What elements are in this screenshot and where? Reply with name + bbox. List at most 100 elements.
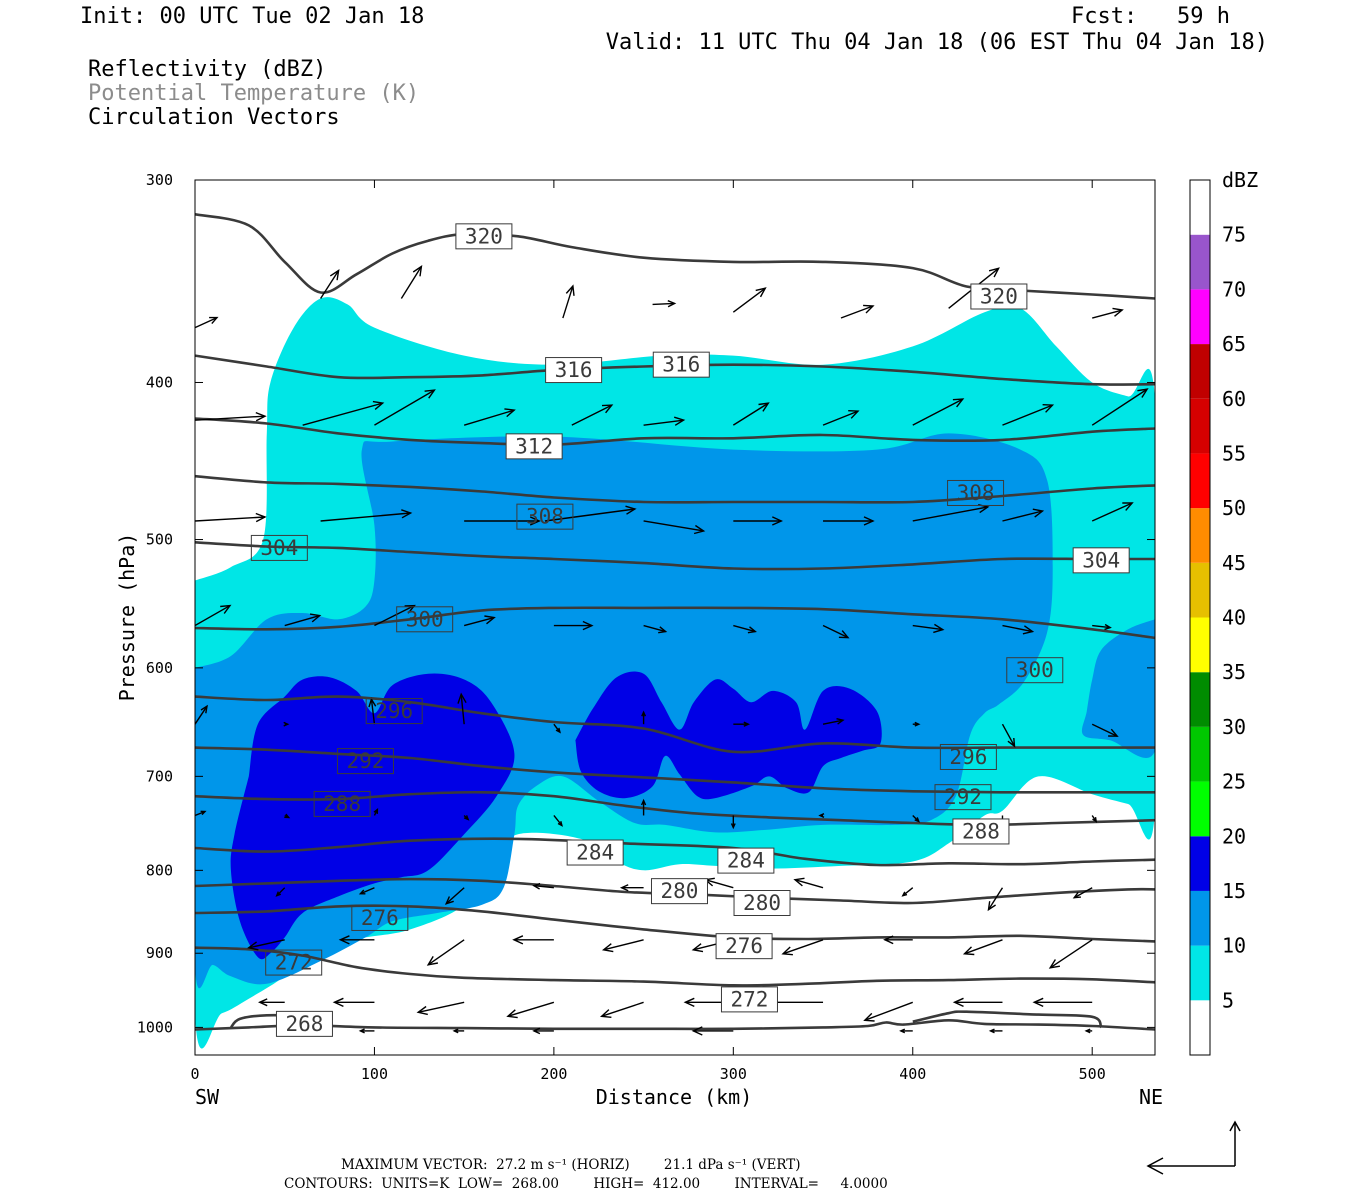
colorbar-swatch — [1190, 1000, 1210, 1055]
contour-label-296: 296 — [365, 698, 423, 725]
svg-text:308: 308 — [526, 505, 564, 529]
colorbar: 5 10 15 20 25 30 35 40 45 50 55 60 65 70 75 — [1189, 179, 1246, 1056]
y-tick-400: 400 — [146, 373, 1155, 391]
circulation-vector — [544, 505, 637, 522]
circulation-vector — [358, 1028, 375, 1034]
circulation-vector — [863, 1001, 914, 1022]
circulation-vector — [691, 1026, 734, 1036]
circulation-vector — [195, 1002, 196, 1004]
colorbar-swatch — [1190, 672, 1210, 727]
circulation-vector — [532, 882, 554, 890]
theta-contour-296 — [195, 695, 1155, 754]
colorbar-swatch — [1190, 508, 1210, 563]
circulation-vector — [374, 389, 436, 426]
x-tick-0: 0 — [190, 180, 200, 1083]
init-time: Init: 00 UTC Tue 02 Jan 18 — [80, 4, 425, 29]
circulation-vector — [781, 939, 824, 956]
colorbar-level-30: 30 — [1222, 715, 1246, 739]
circulation-vector — [1048, 939, 1093, 969]
contour-label-308: 308 — [516, 503, 574, 530]
colorbar-level-15: 15 — [1222, 879, 1246, 903]
colorbar-swatch — [1190, 453, 1210, 509]
svg-text:1000: 1000 — [137, 1018, 173, 1036]
contour-label-268: 268 — [275, 1010, 333, 1037]
reflectivity-region-15dbz — [230, 673, 515, 960]
circulation-vector — [840, 304, 875, 319]
theta-contour-268 — [195, 1018, 1155, 1031]
svg-text:400: 400 — [146, 373, 173, 391]
colorbar-level-50: 50 — [1222, 496, 1246, 520]
colorbar-swatch — [1190, 562, 1210, 618]
circulation-vector — [463, 408, 516, 426]
colorbar-level-40: 40 — [1222, 606, 1246, 630]
y-tick-500: 500 — [146, 531, 1155, 549]
contours-note: CONTOURS: UNITS=K LOW= 268.00 HIGH= 412.… — [284, 1176, 888, 1192]
circulation-vector — [643, 416, 686, 426]
colorbar-level-5: 5 — [1222, 988, 1234, 1012]
circulation-vector — [195, 604, 232, 627]
circulation-vector — [1091, 502, 1134, 522]
colorbar-swatch — [1190, 180, 1210, 235]
svg-text:900: 900 — [146, 944, 173, 962]
circulation-vector — [732, 402, 770, 426]
field-circulation-vectors: Circulation Vectors — [88, 105, 340, 130]
colorbar-swatch — [1190, 781, 1210, 837]
contour-label-280: 280 — [733, 890, 791, 917]
circulation-vector — [452, 1028, 465, 1034]
circulation-vector — [553, 620, 594, 631]
circulation-vector — [732, 287, 767, 313]
colorbar-swatch — [1190, 726, 1210, 782]
y-tick-900: 900 — [146, 944, 1155, 962]
reflectivity-region-10dbz — [1081, 619, 1155, 758]
y-tick-800: 800 — [146, 861, 1155, 879]
colorbar-swatch — [1190, 617, 1210, 673]
circulation-vector — [374, 604, 416, 627]
svg-text:284: 284 — [727, 849, 765, 873]
svg-text:304: 304 — [260, 536, 298, 560]
y-tick-300: 300 — [146, 171, 1155, 189]
circulation-vector — [912, 623, 945, 634]
colorbar-swatch — [1190, 945, 1210, 1001]
circulation-vector — [320, 269, 340, 299]
circulation-vector — [912, 814, 921, 823]
svg-text:312: 312 — [515, 434, 553, 458]
theta-contour-304 — [195, 541, 1155, 571]
svg-text:292: 292 — [346, 749, 384, 773]
circulation-vector — [283, 721, 290, 727]
circulation-vector — [457, 692, 467, 725]
circulation-vector — [912, 398, 965, 426]
svg-text:300: 300 — [146, 171, 173, 189]
circulation-vector — [1092, 307, 1124, 319]
svg-text:280: 280 — [743, 891, 781, 915]
circulation-vector — [338, 935, 375, 945]
contour-label-276: 276 — [351, 904, 409, 931]
circulation-vector — [703, 877, 734, 889]
circulation-vector — [553, 815, 563, 827]
circulation-vector — [358, 887, 375, 895]
theta-contour-272 — [195, 946, 1155, 987]
svg-text:300: 300 — [406, 607, 444, 631]
circulation-vector — [652, 300, 677, 308]
svg-text:280: 280 — [661, 879, 699, 903]
theta-contour-268-dome — [912, 1010, 1103, 1029]
circulation-vector — [275, 887, 286, 897]
circulation-vector — [195, 887, 196, 889]
contour-label-280: 280 — [650, 878, 708, 905]
circulation-vector — [195, 704, 208, 725]
colorbar-swatch — [1190, 289, 1210, 345]
colorbar-level-20: 20 — [1222, 824, 1246, 848]
theta-contour-300 — [195, 606, 1155, 640]
contour-label-312: 312 — [505, 433, 563, 460]
y-axis: 300 400 500 600 700 800 900 1000 — [137, 171, 1155, 1036]
colorbar-swatch — [1190, 836, 1210, 891]
contour-label-288: 288 — [952, 818, 1010, 845]
circulation-vector — [988, 1028, 1003, 1034]
circulation-vector — [601, 939, 644, 953]
circulation-vector — [1001, 723, 1016, 748]
svg-text:272: 272 — [730, 987, 768, 1011]
circulation-vector — [599, 1001, 644, 1018]
contour-label-272: 272 — [720, 986, 778, 1013]
x-tick-300: 300 — [720, 180, 747, 1083]
circulation-vector — [464, 516, 541, 526]
max-vector-note: MAXIMUM VECTOR: 27.2 m s⁻¹ (HORIZ) 21.1 … — [341, 1157, 801, 1173]
